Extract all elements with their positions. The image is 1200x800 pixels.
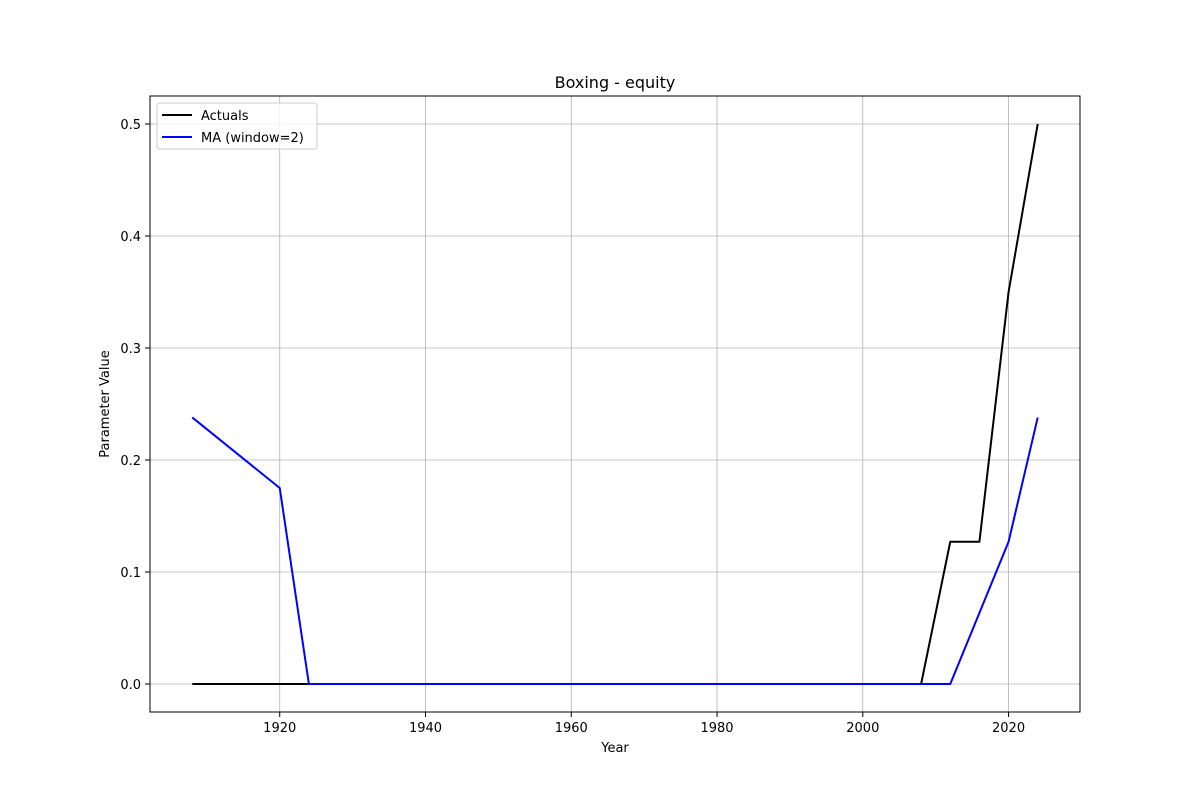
x-tick-label: 2020 [992,721,1025,736]
legend-box [156,102,318,150]
y-axis-label: Parameter Value [98,350,113,457]
plot-frame [149,95,1081,713]
legend-label-ma: MA (window=2) [201,131,304,146]
x-tick-label: 1980 [700,721,733,736]
y-axis: 0.0 0.1 0.2 0.3 0.4 0.5 [120,118,150,693]
y-tick-label: 0.4 [120,230,141,245]
x-tick-label: 1920 [263,721,296,736]
series-lines [191,123,1039,685]
y-tick-label: 0.3 [120,342,141,357]
x-tick-label: 2000 [846,721,879,736]
y-tick-label: 0.0 [120,678,141,693]
y-tick-label: 0.1 [120,566,141,581]
x-tick-label: 1960 [555,721,588,736]
legend-label-actuals: Actuals [201,109,249,124]
x-tick-label: 1940 [409,721,442,736]
series-line-ma [191,416,1039,685]
y-tick-label: 0.2 [120,454,141,469]
legend: Actuals MA (window=2) [156,102,318,150]
chart-title: Boxing - equity [555,73,676,92]
y-tick-label: 0.5 [120,118,141,133]
grid [150,96,1080,712]
x-axis: 1920 1940 1960 1980 2000 2020 [263,712,1025,736]
x-axis-label: Year [600,741,629,756]
